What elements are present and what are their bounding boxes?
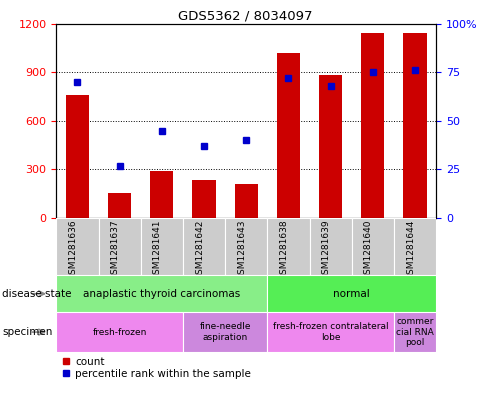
Bar: [108, 193, 131, 218]
Bar: [361, 33, 385, 218]
Bar: [150, 171, 173, 218]
Bar: [193, 180, 216, 218]
Bar: [319, 75, 342, 218]
Bar: [310, 218, 352, 275]
Text: GSM1281636: GSM1281636: [69, 220, 77, 281]
Bar: [268, 312, 394, 352]
Bar: [403, 33, 427, 218]
Text: GSM1281642: GSM1281642: [195, 220, 204, 280]
Text: fresh-frozen: fresh-frozen: [93, 328, 147, 336]
Text: GSM1281643: GSM1281643: [237, 220, 246, 280]
Bar: [56, 275, 268, 312]
Bar: [183, 312, 268, 352]
Legend: count, percentile rank within the sample: count, percentile rank within the sample: [62, 357, 251, 379]
Bar: [394, 312, 436, 352]
Text: GSM1281644: GSM1281644: [406, 220, 415, 280]
Bar: [98, 218, 141, 275]
Bar: [277, 53, 300, 218]
Text: GSM1281639: GSM1281639: [321, 220, 331, 281]
Bar: [235, 184, 258, 218]
Bar: [183, 218, 225, 275]
Bar: [225, 218, 268, 275]
Bar: [268, 275, 436, 312]
Text: anaplastic thyroid carcinomas: anaplastic thyroid carcinomas: [83, 289, 241, 299]
Text: GSM1281641: GSM1281641: [153, 220, 162, 280]
Text: disease state: disease state: [2, 289, 72, 299]
Bar: [56, 218, 98, 275]
Text: fresh-frozen contralateral
lobe: fresh-frozen contralateral lobe: [273, 322, 389, 342]
Bar: [394, 218, 436, 275]
Bar: [56, 312, 183, 352]
Bar: [352, 218, 394, 275]
Bar: [66, 95, 89, 218]
Text: specimen: specimen: [2, 327, 53, 337]
Text: GSM1281638: GSM1281638: [279, 220, 289, 281]
Text: GSM1281640: GSM1281640: [364, 220, 373, 280]
Text: normal: normal: [333, 289, 370, 299]
Text: commer
cial RNA
pool: commer cial RNA pool: [396, 317, 434, 347]
Bar: [141, 218, 183, 275]
Text: GSM1281637: GSM1281637: [111, 220, 120, 281]
Text: fine-needle
aspiration: fine-needle aspiration: [199, 322, 251, 342]
Text: GDS5362 / 8034097: GDS5362 / 8034097: [178, 10, 312, 23]
Bar: [268, 218, 310, 275]
